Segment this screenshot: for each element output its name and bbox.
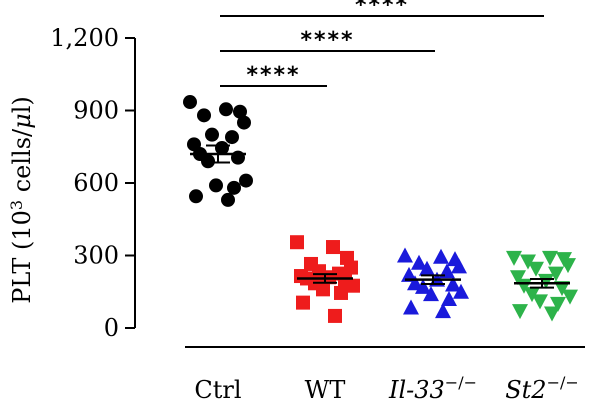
data-point bbox=[554, 281, 570, 297]
data-point bbox=[183, 95, 197, 110]
data-point bbox=[560, 258, 576, 274]
data-point bbox=[197, 108, 211, 123]
data-point bbox=[316, 282, 330, 297]
data-point bbox=[453, 283, 469, 299]
data-point bbox=[239, 173, 253, 188]
data-point bbox=[512, 304, 528, 320]
data-point bbox=[344, 260, 358, 275]
data-point bbox=[296, 295, 310, 310]
x-category-label: WT bbox=[305, 376, 346, 404]
data-point bbox=[189, 189, 203, 204]
data-point bbox=[411, 254, 427, 270]
data-points bbox=[183, 95, 578, 323]
y-tick-label: 900 bbox=[73, 97, 119, 125]
data-point bbox=[201, 154, 215, 169]
data-point bbox=[435, 303, 451, 319]
data-point bbox=[550, 296, 566, 312]
data-point bbox=[346, 278, 360, 293]
data-point bbox=[532, 294, 548, 310]
data-point bbox=[209, 178, 223, 193]
data-point bbox=[221, 192, 235, 207]
data-point bbox=[401, 266, 417, 282]
data-point bbox=[225, 130, 239, 145]
data-point bbox=[445, 276, 461, 292]
data-point bbox=[205, 127, 219, 142]
data-point bbox=[290, 235, 304, 250]
data-point bbox=[419, 260, 435, 276]
significance-label: **** bbox=[355, 0, 409, 18]
data-point bbox=[237, 115, 251, 130]
data-point bbox=[510, 270, 526, 286]
significance-brackets: ************ bbox=[220, 0, 544, 88]
data-point bbox=[219, 102, 233, 117]
data-point bbox=[233, 104, 247, 119]
data-point bbox=[415, 278, 431, 294]
data-point bbox=[506, 250, 522, 266]
mean-sem-bars bbox=[190, 144, 570, 289]
significance-label: **** bbox=[300, 28, 354, 53]
data-point bbox=[451, 258, 467, 274]
data-point bbox=[397, 247, 413, 263]
y-tick-label: 0 bbox=[104, 314, 119, 342]
data-point bbox=[441, 291, 457, 306]
data-point bbox=[227, 180, 241, 195]
data-point bbox=[433, 248, 449, 264]
data-point bbox=[403, 299, 419, 315]
significance-label: **** bbox=[246, 63, 300, 88]
x-category-label: Ctrl bbox=[194, 376, 241, 404]
y-tick-label: 1,200 bbox=[50, 24, 119, 52]
y-axis-label: PLT (103 cells/μl) bbox=[7, 96, 36, 304]
data-point bbox=[542, 250, 558, 266]
data-point bbox=[328, 308, 342, 323]
x-category-label: St2−/− bbox=[505, 373, 579, 404]
data-point bbox=[334, 285, 348, 300]
y-tick-label: 300 bbox=[73, 242, 119, 270]
data-point bbox=[562, 289, 578, 305]
data-point bbox=[538, 273, 554, 289]
data-point bbox=[520, 254, 536, 270]
x-category-label: Il-33−/− bbox=[388, 373, 477, 404]
y-tick-label: 600 bbox=[73, 169, 119, 197]
data-point bbox=[231, 150, 245, 165]
axes: 0 300 600 900 1,200 Ctrl WT Il-33−/− St2−/− bbox=[50, 24, 585, 404]
data-point bbox=[524, 287, 540, 303]
data-point bbox=[548, 266, 564, 282]
data-point bbox=[544, 306, 560, 322]
data-point bbox=[326, 240, 340, 255]
data-point bbox=[528, 261, 544, 277]
data-point bbox=[423, 286, 439, 302]
